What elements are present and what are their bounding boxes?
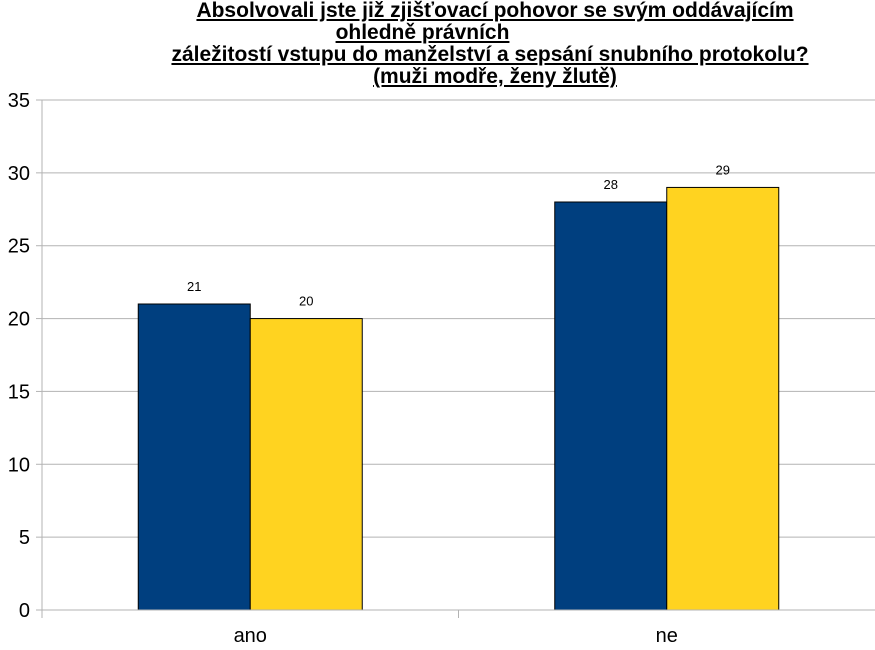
y-tick-label: 10 <box>8 454 30 476</box>
y-tick-label: 5 <box>19 527 30 549</box>
y-tick-label: 15 <box>8 381 30 403</box>
bar-ano-series-2 <box>249 318 363 611</box>
data-label: 20 <box>299 294 313 309</box>
bars <box>137 186 780 611</box>
axes <box>36 99 875 618</box>
data-label: 21 <box>187 279 201 294</box>
x-category-label: ano <box>234 625 267 647</box>
data-label: 28 <box>604 177 618 192</box>
bar-ne-series-1 <box>554 201 668 611</box>
labels: 0 5 10 15 20 25 30 35 21 20 ano 28 29 ne <box>8 90 730 647</box>
data-label: 29 <box>716 162 730 177</box>
y-tick-label: 30 <box>8 163 30 185</box>
y-tick-label: 20 <box>8 309 30 331</box>
y-tick-label: 25 <box>8 236 30 258</box>
y-tick-label: 35 <box>8 90 30 112</box>
bar-ne-series-2 <box>666 186 780 611</box>
x-category-label: ne <box>656 625 678 647</box>
bar-ano-series-1 <box>137 303 251 611</box>
y-tick-label: 0 <box>19 600 30 622</box>
